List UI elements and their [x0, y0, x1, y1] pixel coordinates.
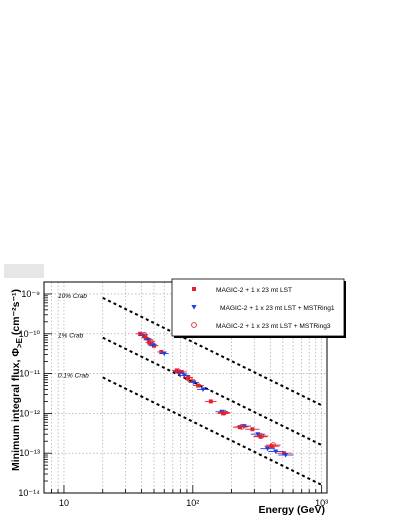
axis-labels: Energy (GeV) Minimum integral flux, Φ>E … [10, 289, 325, 516]
data-point-circle [175, 368, 182, 375]
x-axis-label: Energy (GeV) [258, 504, 325, 516]
data-point-triangle [273, 449, 279, 455]
data-point-square [258, 434, 263, 439]
legend-label: MAGIC-2 + 1 x 23 mt LST + MSTRing1 [220, 305, 335, 312]
data-point-square [179, 369, 184, 374]
data-point-square [174, 368, 179, 373]
data-point-triangle [150, 343, 156, 348]
reference-line [102, 376, 323, 486]
reference-lines: 10% Crab 1% Crab 0.1% Crab [58, 293, 323, 486]
data-point-circle [258, 433, 265, 439]
data-point-triangle [161, 351, 167, 357]
data-point-square [250, 427, 255, 432]
data-point-square [186, 375, 191, 380]
reference-label: 0.1% Crab [58, 372, 89, 379]
y-tick-label: 10⁻⁹ [21, 289, 40, 299]
y-tick-label: 10⁻¹³ [19, 448, 40, 458]
y-axis-label-sub: >E [15, 337, 24, 348]
data-point-circle [147, 338, 154, 345]
axis-ticks: 10 10² 10³ 10⁻¹⁴ 10⁻¹³ 10⁻¹² 10⁻¹¹ 10⁻¹⁰ 10⁻⁹ [18, 281, 328, 508]
data-point-square [196, 383, 201, 388]
reference-label: 10% Crab [58, 293, 87, 300]
data-point-square [159, 349, 164, 354]
data-point-triangle [264, 446, 271, 452]
data-point-circle [238, 423, 245, 430]
series-group [135, 331, 293, 456]
data-points [135, 331, 294, 458]
y-axis-label-main: Minimum integral flux, Φ [10, 348, 22, 471]
data-point-square [152, 343, 157, 348]
data-point-square [143, 335, 148, 340]
x-tick-label: 10³ [315, 498, 328, 508]
reference-line [102, 296, 323, 407]
x-tick-label: 10² [186, 498, 199, 508]
y-tick-label: 10⁻¹⁰ [19, 329, 41, 339]
reference-label: 1% Crab [58, 333, 84, 340]
y-tick-label: 10⁻¹² [19, 408, 40, 418]
legend-label: MAGIC-2 + 1 x 23 mt LST + MSTRing3 [216, 323, 331, 330]
data-point-triangle [283, 453, 289, 458]
data-point-triangle [255, 432, 261, 437]
data-point-square [221, 411, 226, 416]
y-tick-label: 10⁻¹⁴ [18, 488, 40, 498]
data-point-triangle [181, 373, 187, 379]
legend-label: MAGIC-2 + 1 x 23 mt LST [216, 287, 292, 294]
series-group [140, 331, 281, 448]
legend: MAGIC-2 + 1 x 23 mt LST MAGIC-2 + 1 x 23 … [171, 278, 346, 338]
y-axis-label-unit: (cm⁻²s⁻¹) [10, 289, 22, 338]
x-tick-label: 10 [59, 498, 69, 508]
reference-line [102, 336, 323, 446]
legend-marker-square [192, 287, 196, 291]
gray-tab [4, 264, 44, 278]
data-point-triangle [200, 387, 206, 393]
legend-marker-circle [191, 322, 197, 328]
data-point-square [147, 340, 152, 345]
data-point-square [138, 331, 143, 336]
data-point-square [208, 399, 213, 404]
data-point-square [269, 444, 274, 449]
legend-box [171, 278, 345, 337]
data-point-circle [221, 409, 227, 416]
y-axis-label: Minimum integral flux, Φ>E (cm⁻²s⁻¹) [10, 289, 24, 471]
data-point-circle [141, 331, 148, 338]
y-tick-label: 10⁻¹¹ [19, 369, 40, 379]
data-point-circle [270, 442, 276, 448]
data-point-triangle [191, 380, 197, 386]
legend-marker-triangle [191, 305, 197, 310]
data-point-circle [187, 376, 193, 383]
